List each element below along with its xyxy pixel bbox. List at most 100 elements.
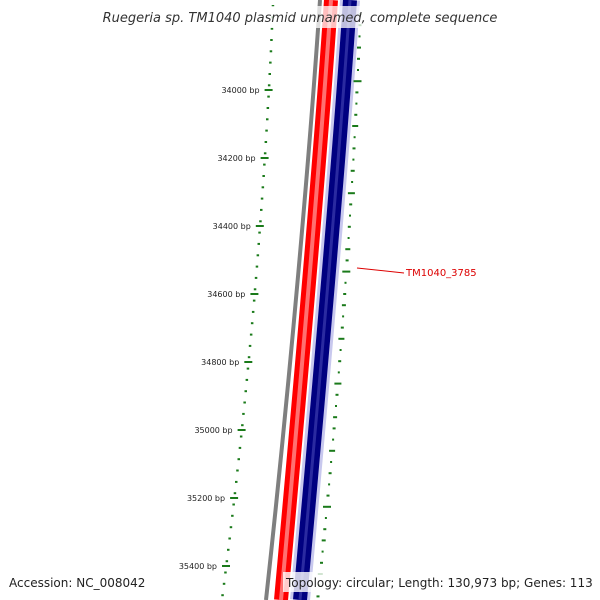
content-tick (324, 517, 327, 519)
content-tick (357, 57, 360, 60)
ruler-minor-tick (262, 175, 265, 177)
ruler-minor-tick (268, 73, 271, 75)
ruler-minor-tick (245, 378, 249, 381)
ruler-minor-tick (249, 333, 253, 336)
content-tick (328, 483, 331, 486)
content-tick (328, 472, 332, 475)
ruler-minor-tick (257, 242, 260, 245)
ruler-minor-tick (238, 446, 242, 449)
ruler-label: 35000 bp (194, 426, 232, 435)
content-tick (323, 528, 327, 531)
content-tick (329, 449, 336, 452)
ruler-minor-tick (244, 390, 247, 393)
ruler-minor-tick (231, 514, 234, 517)
ruler-minor-tick (246, 367, 250, 370)
content-tick (321, 539, 326, 542)
content-tick (332, 438, 335, 441)
accession-text: Accession: NC_008042 (9, 576, 145, 590)
ruler-minor-tick (243, 401, 246, 404)
content-tick (335, 405, 337, 407)
content-tick (321, 550, 324, 553)
content-tick (353, 136, 356, 139)
summary-text: Topology: circular; Length: 130,973 bp; … (285, 576, 593, 590)
ruler-minor-tick (221, 594, 224, 597)
ruler-major-tick (230, 497, 239, 499)
ruler-minor-tick (255, 265, 259, 268)
ruler-ticks (221, 5, 275, 597)
ruler-major-tick (237, 429, 246, 431)
reverse-strand-highlight (298, 0, 352, 600)
ruler-minor-tick (228, 537, 231, 540)
content-tick (323, 505, 331, 508)
ruler-minor-tick (267, 95, 270, 98)
ruler-major-tick (250, 293, 259, 295)
ruler-labels: 34000 bp 34200 bp 34400 bp 34600 bp 34800 bp… (179, 86, 260, 571)
ruler-minor-tick (242, 412, 245, 415)
content-tick (342, 270, 351, 273)
ruler-minor-tick (270, 27, 274, 30)
ruler-minor-tick (252, 299, 256, 302)
ruler-minor-tick (225, 560, 229, 563)
ruler-minor-tick (224, 571, 227, 574)
ruler-minor-tick (264, 141, 268, 143)
content-tick (340, 326, 344, 329)
gene-label-tm1040-3785[interactable]: TM1040_3785 (405, 268, 477, 279)
content-tick (335, 393, 339, 396)
content-tick (347, 237, 350, 239)
ruler-minor-tick (237, 458, 240, 461)
content-tick (344, 281, 347, 284)
content-tick (357, 46, 361, 49)
content-tick (354, 113, 358, 116)
ruler-major-tick (260, 157, 269, 159)
ruler-minor-tick (236, 469, 239, 472)
content-tick (341, 304, 346, 307)
content-tick (358, 35, 361, 38)
content-tick (349, 203, 353, 206)
ruler-minor-tick (233, 492, 237, 495)
ruler-minor-tick (267, 84, 271, 87)
content-tick (342, 315, 345, 318)
ruler-minor-tick (241, 424, 244, 427)
ruler-minor-tick (232, 503, 235, 506)
ruler-label: 34000 bp (221, 86, 259, 95)
content-tick (326, 494, 330, 497)
ruler-major-tick (264, 89, 273, 91)
ruler-minor-tick (251, 310, 255, 313)
content-tick (343, 293, 347, 295)
ruler-minor-tick (265, 129, 268, 132)
ruler-minor-tick (256, 254, 260, 257)
ruler-minor-tick (269, 50, 273, 53)
ruler-minor-tick (260, 208, 263, 211)
content-tick (345, 259, 349, 262)
map-title: Ruegeria sp. TM1040 plasmid unnamed, com… (103, 11, 498, 26)
content-tick (345, 248, 351, 251)
ruler-label: 34400 bp (213, 222, 251, 231)
ruler-minor-tick (239, 435, 243, 438)
content-tick (333, 416, 338, 419)
ruler-minor-tick (263, 163, 266, 166)
content-tick (355, 91, 359, 94)
ruler-label: 35400 bp (179, 562, 217, 571)
content-tick (330, 461, 333, 463)
ruler-major-tick (222, 565, 230, 567)
ruler-minor-tick (270, 39, 273, 41)
content-tick (353, 80, 362, 83)
content-tick (334, 382, 342, 385)
content-tick (351, 181, 354, 183)
ruler-minor-tick (229, 526, 233, 529)
ruler-minor-tick (235, 480, 238, 483)
content-tick (349, 214, 351, 217)
gene-callout-line (356, 267, 405, 274)
ruler-label: 35200 bp (187, 494, 225, 503)
ruler-label: 34600 bp (207, 290, 245, 299)
ruler-minor-tick (247, 356, 251, 359)
content-tick (355, 102, 358, 105)
backbone-track (264, 0, 322, 600)
summary-backdrop (283, 572, 595, 592)
ruler-minor-tick (253, 288, 257, 291)
ruler-minor-tick (260, 197, 264, 200)
ruler-label: 34800 bp (201, 358, 239, 367)
ruler-minor-tick (266, 107, 270, 109)
content-tick (347, 192, 355, 195)
content-tick (352, 147, 356, 150)
